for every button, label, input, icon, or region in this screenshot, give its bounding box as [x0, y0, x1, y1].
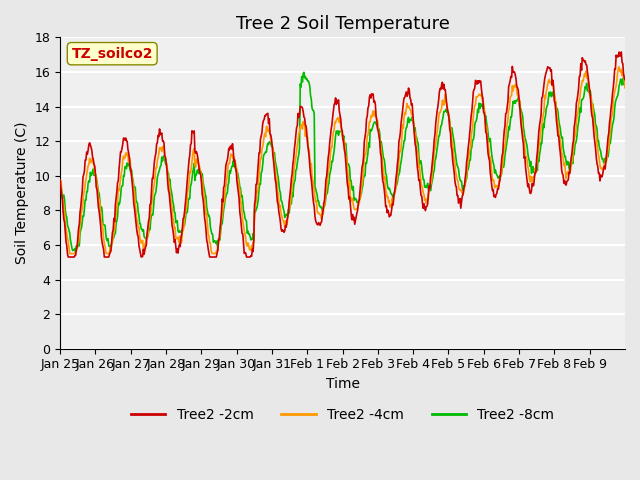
Tree2 -4cm	[56, 180, 64, 185]
Tree2 -8cm	[227, 167, 235, 173]
Y-axis label: Soil Temperature (C): Soil Temperature (C)	[15, 122, 29, 264]
Tree2 -4cm	[615, 64, 623, 70]
Tree2 -4cm	[433, 128, 441, 133]
Tree2 -2cm	[276, 218, 284, 224]
Tree2 -2cm	[402, 92, 410, 97]
Tree2 -4cm	[402, 112, 410, 118]
Tree2 -8cm	[403, 125, 410, 131]
Tree2 -8cm	[300, 70, 308, 75]
Text: TZ_soilco2: TZ_soilco2	[72, 47, 153, 60]
Tree2 -4cm	[66, 251, 74, 256]
Tree2 -4cm	[227, 151, 235, 157]
Tree2 -8cm	[72, 250, 79, 256]
Tree2 -8cm	[434, 140, 442, 146]
Tree2 -2cm	[621, 77, 629, 83]
Legend: Tree2 -2cm, Tree2 -4cm, Tree2 -8cm: Tree2 -2cm, Tree2 -4cm, Tree2 -8cm	[125, 402, 560, 428]
Tree2 -4cm	[621, 85, 629, 91]
Tree2 -2cm	[433, 108, 441, 113]
Line: Tree2 -2cm: Tree2 -2cm	[60, 52, 625, 257]
Tree2 -4cm	[124, 150, 131, 156]
Tree2 -8cm	[276, 190, 284, 195]
Tree2 -2cm	[124, 138, 131, 144]
Title: Tree 2 Soil Temperature: Tree 2 Soil Temperature	[236, 15, 449, 33]
Line: Tree2 -4cm: Tree2 -4cm	[60, 67, 625, 253]
Tree2 -8cm	[255, 187, 263, 192]
Tree2 -8cm	[124, 160, 131, 166]
Tree2 -2cm	[56, 177, 64, 183]
Tree2 -4cm	[276, 203, 284, 208]
X-axis label: Time: Time	[326, 377, 360, 391]
Tree2 -2cm	[227, 144, 235, 149]
Tree2 -2cm	[255, 150, 263, 156]
Line: Tree2 -8cm: Tree2 -8cm	[60, 72, 625, 253]
Tree2 -2cm	[65, 254, 72, 260]
Tree2 -4cm	[255, 172, 263, 178]
Tree2 -8cm	[621, 82, 629, 87]
Tree2 -2cm	[618, 49, 625, 55]
Tree2 -8cm	[56, 178, 64, 184]
